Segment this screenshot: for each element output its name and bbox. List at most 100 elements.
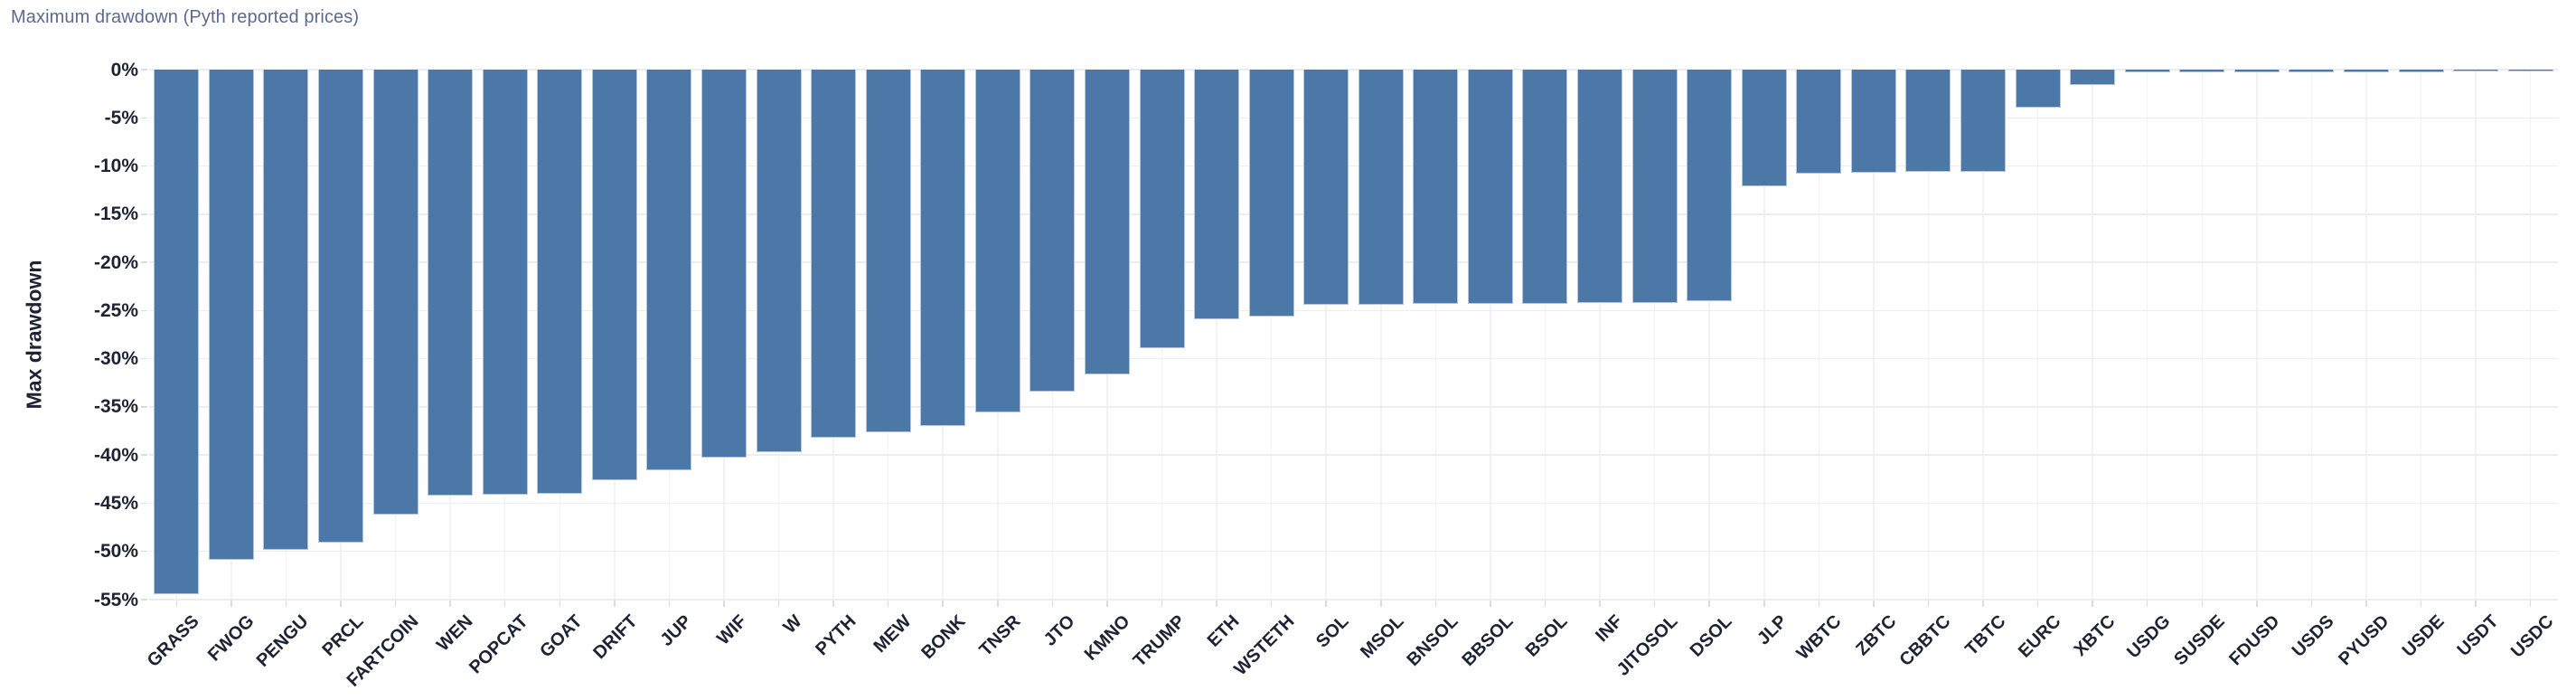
vertical-gridline (1873, 70, 1875, 600)
horizontal-gridline (149, 69, 2558, 71)
x-tick-mark (1708, 601, 1710, 607)
x-tick-label-drift: DRIFT (589, 611, 642, 664)
x-tick-mark (1818, 601, 1820, 607)
x-tick-label-bonk: BONK (917, 611, 970, 664)
x-tick-mark (394, 601, 397, 607)
bar-eth (1194, 70, 1240, 319)
x-tick-mark (285, 601, 287, 607)
vertical-gridline (1763, 70, 1765, 600)
bar-susde (2179, 70, 2225, 73)
x-tick-label-goat: GOAT (536, 611, 587, 662)
horizontal-gridline (149, 454, 2558, 456)
plot-area (149, 69, 2558, 601)
x-tick-label-wif: WIF (713, 611, 751, 649)
vertical-gridline (2256, 70, 2258, 600)
x-tick-mark (1544, 601, 1547, 607)
bar-xbtc (2070, 70, 2116, 86)
bar-mew (865, 70, 911, 432)
vertical-gridline (1216, 70, 1217, 600)
y-tick-label: -30% (93, 348, 138, 370)
x-tick-mark (997, 601, 999, 607)
horizontal-gridline (149, 599, 2558, 601)
vertical-gridline (1927, 70, 1930, 600)
bar-usde (2398, 70, 2444, 72)
y-tick-mark (141, 454, 147, 456)
x-tick-mark (1106, 601, 1108, 607)
bar-jto (1029, 70, 1076, 392)
x-tick-label-cbbtc: CBBTC (1895, 611, 1956, 671)
y-tick-label: -50% (93, 541, 138, 563)
x-tick-mark (1599, 601, 1601, 607)
vertical-gridline (2092, 70, 2093, 600)
bar-trump (1139, 70, 1185, 348)
bar-pyth (811, 70, 857, 438)
x-tick-mark (559, 601, 560, 607)
bar-w (756, 70, 802, 452)
bar-sol (1303, 70, 1349, 305)
horizontal-gridline (149, 261, 2558, 263)
bar-bsol (1522, 70, 1568, 304)
bar-msol (1358, 70, 1404, 305)
x-tick-label-jup: JUP (656, 611, 696, 651)
horizontal-gridline (149, 357, 2558, 360)
x-tick-label-usdg: USDG (2122, 611, 2175, 663)
bar-bonk (920, 70, 966, 427)
vertical-gridline (1544, 70, 1547, 600)
bar-tbtc (1960, 70, 2007, 172)
x-tick-label-trump: TRUMP (1129, 611, 1189, 671)
x-tick-label-zbtc: ZBTC (1852, 611, 1901, 660)
y-tick-label: -45% (93, 492, 138, 514)
y-tick-mark (141, 357, 147, 360)
x-tick-label-pyusd: PYUSD (2335, 611, 2393, 670)
x-tick-label-fwog: FWOG (203, 611, 259, 666)
bar-bnsol (1413, 70, 1459, 305)
bar-grass (154, 70, 200, 594)
vertical-gridline (2036, 70, 2039, 600)
x-tick-mark (1051, 601, 1054, 607)
y-tick-mark (141, 550, 147, 553)
bar-eurc (2015, 70, 2061, 108)
x-tick-label-prcl: PRCL (318, 611, 368, 661)
y-tick-label: -10% (93, 156, 138, 177)
x-tick-label-pyth: PYTH (812, 611, 860, 660)
vertical-gridline (1380, 70, 1382, 600)
bar-jitosol (1631, 70, 1678, 304)
x-tick-label-bbsol: BBSOL (1458, 611, 1518, 671)
bar-usdt (2453, 70, 2499, 71)
x-tick-mark (2256, 601, 2258, 607)
y-tick-label: -5% (104, 107, 138, 128)
vertical-gridline (1434, 70, 1437, 600)
bar-fdusd (2233, 70, 2280, 73)
x-tick-mark (2529, 601, 2532, 607)
x-tick-label-eurc: EURC (2014, 611, 2065, 662)
x-tick-mark (1325, 601, 1327, 607)
x-tick-mark (2310, 601, 2313, 607)
bar-fartcoin (372, 70, 418, 516)
x-tick-mark (2146, 601, 2148, 607)
x-tick-label-tnsr: TNSR (975, 611, 1025, 661)
y-tick-label: -20% (93, 251, 138, 273)
x-tick-label-xbtc: XBTC (2070, 611, 2120, 661)
x-tick-label-wbtc: WBTC (1792, 611, 1846, 664)
y-tick-label: -25% (93, 299, 138, 321)
bar-usdc (2507, 70, 2553, 71)
y-tick-mark (141, 69, 147, 71)
y-tick-mark (141, 502, 147, 505)
x-tick-label-usdt: USDT (2453, 611, 2503, 661)
x-tick-mark (1873, 601, 1875, 607)
bar-fwog (208, 70, 254, 561)
bar-jlp (1741, 70, 1787, 186)
horizontal-gridline (149, 550, 2558, 553)
x-tick-mark (1982, 601, 1984, 607)
y-axis-title: Max drawdown (22, 260, 46, 410)
x-tick-mark (1270, 601, 1273, 607)
bar-usds (2289, 70, 2335, 72)
bar-goat (537, 70, 583, 494)
chart-title: Maximum drawdown (Pyth reported prices) (11, 7, 360, 27)
bar-tnsr (974, 70, 1020, 413)
y-tick-mark (141, 309, 147, 312)
x-tick-mark (230, 601, 232, 607)
bar-wsteth (1248, 70, 1294, 317)
x-tick-mark (777, 601, 780, 607)
x-tick-label-tbtc: TBTC (1961, 611, 2010, 660)
